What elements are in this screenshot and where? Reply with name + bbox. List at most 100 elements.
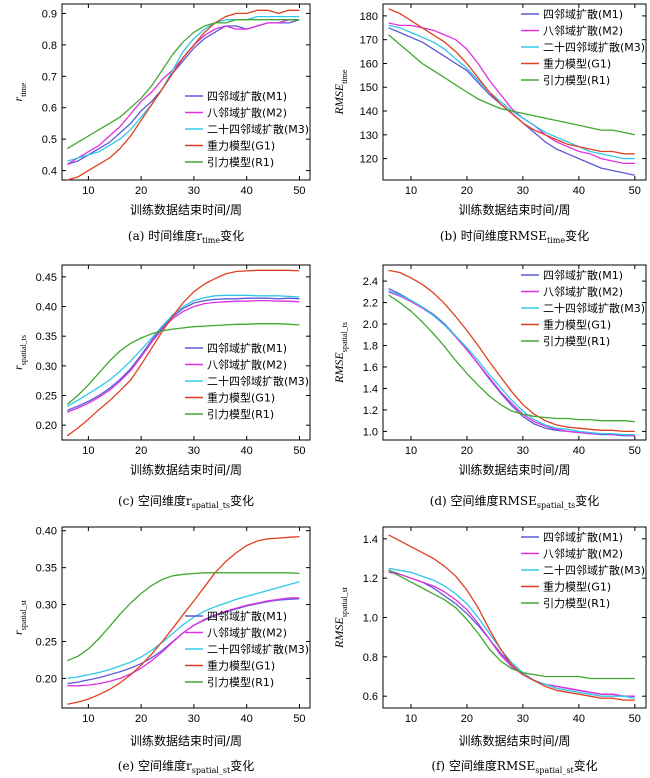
- x-tick-label: 40: [241, 445, 253, 457]
- x-tick-label: 30: [188, 185, 200, 197]
- legend-label: 引力模型(R1): [207, 155, 274, 169]
- legend-label: 二十四邻域扩散(M3): [207, 642, 309, 656]
- panel-caption: (f) 空间维度RMSEspatial_st变化: [431, 758, 597, 775]
- chart-panel-3: 10 20 30 40 50 0.20 0.25 0.30 0.35 0.40 0.45 训练数据结束…: [11, 264, 311, 510]
- series-line-2: [388, 22, 635, 165]
- x-tick-label: 40: [573, 445, 585, 457]
- y-tick-label: 0.20: [36, 420, 57, 432]
- y-tick-label: 2.4: [363, 276, 378, 288]
- legend-label: 二十四邻域扩散(M3): [543, 563, 645, 577]
- y-tick-label: 0.9: [42, 8, 57, 20]
- y-axis-label: RMSEspatial_st: [332, 586, 349, 649]
- series-line-3: [388, 290, 635, 436]
- y-axis-label: rtime: [11, 82, 28, 101]
- series-line-2: [67, 597, 300, 687]
- legend-label: 重力模型(G1): [207, 659, 275, 673]
- plot-frame: [382, 3, 647, 181]
- series-line-4: [388, 8, 635, 155]
- y-tick-label: 1.2: [363, 573, 378, 585]
- legend-label: 八邻域扩散(M2): [543, 547, 623, 561]
- y-tick-label: 2.2: [363, 298, 378, 310]
- y-axis-label: rspatial_ts: [11, 335, 28, 370]
- y-tick-label: 0.8: [42, 40, 57, 52]
- legend-label: 四邻域扩散(M1): [207, 341, 287, 355]
- chart-panel-1: 10 20 30 40 50 0.4 0.5 0.6 0.7 0.8 0.9 训练数据结束时间/周 rt…: [11, 3, 311, 245]
- y-tick-label: 0.4: [42, 166, 57, 178]
- x-tick-label: 10: [82, 185, 94, 197]
- legend-label: 八邻域扩散(M2): [207, 626, 287, 640]
- series-line-3: [67, 581, 300, 680]
- legend-label: 重力模型(G1): [543, 57, 611, 71]
- series-line-5: [388, 34, 635, 136]
- legend: 四邻域扩散(M1) 八邻域扩散(M2) 二十四邻域扩散(M3) 重力模型(G1) 引力模…: [521, 530, 645, 610]
- series-line-5: [388, 569, 635, 680]
- legend-label: 引力模型(R1): [207, 675, 274, 689]
- x-tick-label: 10: [82, 445, 94, 457]
- x-tick-label: 40: [573, 713, 585, 725]
- y-tick-label: 0.5: [42, 134, 57, 146]
- y-tick-label: 130: [360, 130, 378, 142]
- legend-label: 四邻域扩散(M1): [207, 609, 287, 623]
- series-line-4: [388, 534, 635, 701]
- legend-label: 四邻域扩散(M1): [543, 530, 623, 544]
- y-tick-label: 0.40: [36, 526, 57, 538]
- x-axis-label: 训练数据结束时间/周: [458, 733, 570, 748]
- y-tick-label: 0.7: [42, 71, 57, 83]
- series-line-2: [388, 571, 635, 697]
- y-tick-label: 120: [360, 154, 378, 166]
- series-line-4: [67, 535, 300, 705]
- panel-caption: (b) 时间维度RMSEtime变化: [440, 228, 589, 245]
- series-line-5: [66, 19, 300, 150]
- legend-label: 八邻域扩散(M2): [543, 285, 623, 299]
- legend-label: 八邻域扩散(M2): [207, 106, 287, 120]
- y-tick-label: 0.6: [42, 103, 57, 115]
- plot-frame: [61, 264, 311, 441]
- x-tick-label: 50: [629, 185, 641, 197]
- x-axis-label: 训练数据结束时间/周: [458, 202, 570, 217]
- series-line-2: [67, 299, 300, 413]
- legend-label: 四邻域扩散(M1): [207, 89, 287, 103]
- y-tick-label: 0.6: [363, 691, 378, 703]
- y-tick-label: 1.8: [363, 341, 378, 353]
- series-line-3: [66, 294, 300, 407]
- y-tick-label: 0.20: [36, 673, 57, 685]
- x-axis-label: 训练数据结束时间/周: [130, 733, 242, 748]
- legend-label: 二十四邻域扩散(M3): [207, 374, 309, 388]
- x-tick-label: 40: [241, 185, 253, 197]
- x-axis-label: 训练数据结束时间/周: [130, 462, 242, 477]
- legend-label: 重力模型(G1): [207, 391, 275, 405]
- y-tick-label: 0.25: [36, 391, 57, 403]
- chart-panel-6: 10 20 30 40 50 0.6 0.8 1.0 1.2 1.4 训练数据结束时间/周 RMSEs…: [332, 526, 647, 775]
- y-tick-label: 0.30: [36, 361, 57, 373]
- x-tick-label: 20: [461, 445, 473, 457]
- x-tick-label: 10: [405, 445, 417, 457]
- y-tick-label: 0.45: [36, 272, 57, 284]
- legend: 四邻域扩散(M1) 八邻域扩散(M2) 二十四邻域扩散(M3) 重力模型(G1) 引力模…: [185, 341, 309, 421]
- legend-label: 引力模型(R1): [543, 596, 610, 610]
- series-line-5: [67, 572, 300, 662]
- x-tick-label: 40: [241, 713, 253, 725]
- x-tick-label: 20: [135, 445, 147, 457]
- x-tick-label: 30: [517, 185, 529, 197]
- x-axis-label: 训练数据结束时间/周: [130, 202, 242, 217]
- y-tick-label: 170: [360, 35, 378, 47]
- y-tick-label: 180: [360, 11, 378, 23]
- x-tick-label: 10: [82, 713, 94, 725]
- legend: 四邻域扩散(M1) 八邻域扩散(M2) 二十四邻域扩散(M3) 重力模型(G1) 引力模…: [521, 268, 645, 348]
- y-tick-label: 2.0: [363, 319, 378, 331]
- legend-label: 重力模型(G1): [207, 139, 275, 153]
- legend-label: 重力模型(G1): [543, 318, 611, 332]
- legend-label: 二十四邻域扩散(M3): [543, 301, 645, 315]
- y-tick-label: 1.2: [363, 405, 378, 417]
- x-tick-label: 50: [293, 713, 305, 725]
- panel-caption: (c) 空间维度rspatial_ts变化: [118, 493, 254, 510]
- y-tick-label: 1.4: [363, 383, 378, 395]
- y-tick-label: 0.8: [363, 652, 378, 664]
- x-tick-label: 50: [629, 445, 641, 457]
- y-tick-label: 1.0: [363, 613, 378, 625]
- chart-panel-4: 10 20 30 40 50 1.0 1.2 1.4 1.6 1.8 2.0 2.2 2.4 训练数据结束…: [332, 264, 647, 510]
- x-tick-label: 10: [405, 713, 417, 725]
- x-tick-label: 10: [405, 185, 417, 197]
- legend-label: 四邻域扩散(M1): [543, 7, 623, 21]
